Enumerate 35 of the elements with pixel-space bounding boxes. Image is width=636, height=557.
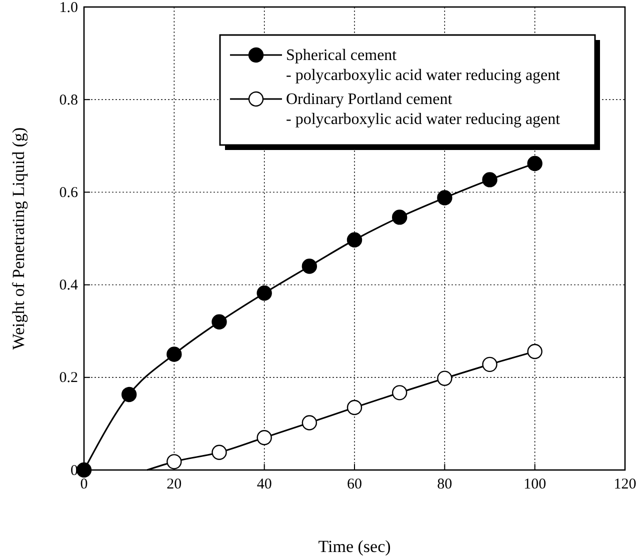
point xyxy=(527,344,542,360)
x-tick-label: 40 xyxy=(256,476,272,493)
legend-label: Spherical cement - polycarboxylic acid water reducing agent xyxy=(286,47,561,84)
point xyxy=(346,232,362,248)
point xyxy=(392,385,408,400)
point xyxy=(437,370,452,386)
y-tick-label: 1.0 xyxy=(59,0,78,16)
point xyxy=(346,400,362,416)
point xyxy=(212,444,227,460)
legend-label: Ordinary Portland cement - polycarboxylic acid water reducing agent xyxy=(286,91,561,128)
point xyxy=(166,346,182,362)
x-tick-label: 20 xyxy=(166,476,182,493)
x-tick-label: 100 xyxy=(524,476,546,493)
y-tick-label: 0.4 xyxy=(59,278,78,294)
point xyxy=(256,286,272,301)
point xyxy=(482,356,498,372)
y-tick-label: 0.8 xyxy=(59,92,78,108)
point xyxy=(166,454,182,470)
point xyxy=(121,386,137,402)
point xyxy=(212,314,227,330)
point xyxy=(302,258,318,274)
point xyxy=(482,172,498,188)
point xyxy=(527,156,542,172)
x-tick-label: 80 xyxy=(437,476,452,493)
point xyxy=(256,430,272,446)
point xyxy=(392,210,408,225)
x-axis-title: Time (sec) xyxy=(318,537,391,556)
x-tick-label: 60 xyxy=(347,476,362,493)
point xyxy=(437,190,452,206)
y-tick-label: 0.2 xyxy=(59,370,78,386)
point xyxy=(76,462,92,478)
x-tick-label: 120 xyxy=(614,476,636,493)
point xyxy=(302,415,318,430)
y-tick-label: 0.6 xyxy=(59,185,78,201)
y-axis-title: Weight of Penetrating Liquid (g) xyxy=(9,127,28,350)
